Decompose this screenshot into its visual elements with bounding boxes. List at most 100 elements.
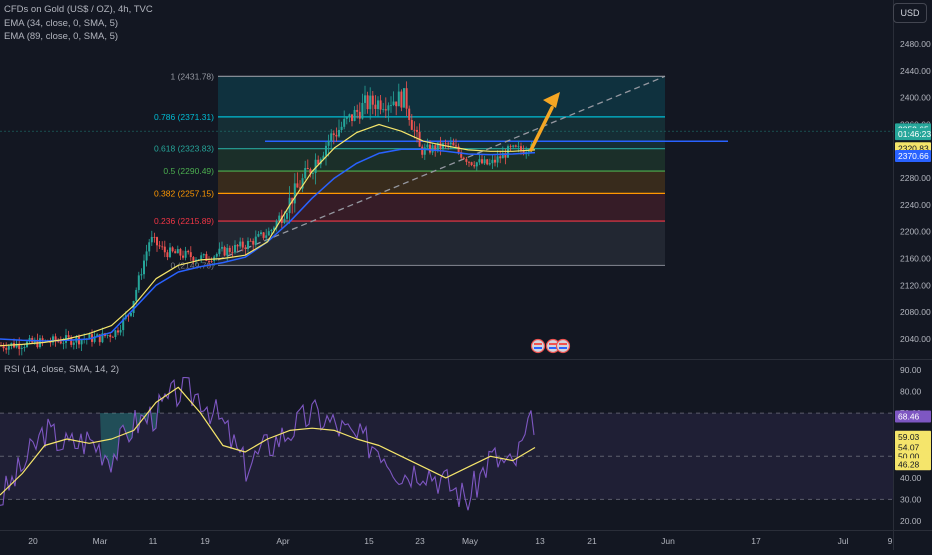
candle-body <box>358 111 361 119</box>
dashed-trend-line <box>217 75 666 261</box>
event-markers <box>530 338 571 354</box>
candle-body <box>221 247 223 249</box>
rsi-label: 46.28 <box>895 458 931 471</box>
candle <box>444 139 447 149</box>
candle <box>439 136 442 156</box>
price-tick-label: 2280.00 <box>900 173 931 183</box>
price-tick-label: 2080.00 <box>900 307 931 317</box>
fib-level-label: 0 (2149.70) <box>171 260 215 270</box>
candle <box>514 144 517 148</box>
candle <box>483 155 486 165</box>
candle-body <box>299 187 301 189</box>
candle-body <box>197 259 200 261</box>
rsi-label-bg <box>895 458 931 471</box>
us-flag-icon <box>555 338 571 354</box>
candle-body <box>522 150 525 155</box>
candle <box>262 232 265 241</box>
candle <box>163 240 166 258</box>
candle <box>512 144 515 149</box>
candle <box>491 155 494 170</box>
candle-body <box>135 289 138 302</box>
candle-body <box>499 156 502 159</box>
rsi-label-text: 59.03 <box>898 432 920 442</box>
candle-body <box>364 95 366 103</box>
candle <box>358 102 361 124</box>
price-tick-label: 2240.00 <box>900 200 931 210</box>
candle-body <box>57 341 60 342</box>
price-label-text: 2370.66 <box>898 151 929 161</box>
candle <box>410 114 413 131</box>
candle-body <box>517 146 520 148</box>
candle-body <box>520 146 522 151</box>
candle-body <box>254 236 257 245</box>
candle <box>517 140 520 153</box>
candle-body <box>54 336 57 342</box>
candle-body <box>423 147 426 155</box>
candle-body <box>70 337 73 345</box>
candle <box>496 150 499 168</box>
price-label: 2370.66 <box>895 149 931 162</box>
candle <box>416 126 418 143</box>
candle-body <box>145 251 148 261</box>
candle <box>460 149 463 160</box>
candle <box>234 240 236 255</box>
candle <box>356 104 359 119</box>
candle-body <box>465 158 468 162</box>
price-tick-label: 2400.00 <box>900 93 931 103</box>
candle <box>23 344 26 352</box>
time-tick-label: 20 <box>28 536 38 546</box>
candle <box>470 161 473 167</box>
candle-body <box>410 120 413 130</box>
arrow-shaft <box>529 105 554 152</box>
candle-body <box>429 144 431 153</box>
candle <box>166 249 169 261</box>
rsi-tick-label: 20.00 <box>900 516 922 526</box>
candle-body <box>226 247 229 256</box>
candle-body <box>93 336 96 342</box>
candle-body <box>270 229 273 232</box>
candle <box>455 138 457 148</box>
candle-body <box>7 345 10 350</box>
candle <box>338 119 340 138</box>
candle <box>210 257 213 263</box>
candle-body <box>296 183 299 188</box>
candle <box>377 96 379 117</box>
candle-body <box>218 248 221 254</box>
fib-zone <box>218 116 665 149</box>
candle-body <box>169 247 171 258</box>
candle-body <box>514 145 517 147</box>
candle <box>293 173 296 213</box>
candle-body <box>462 157 465 159</box>
candle-body <box>351 114 353 121</box>
candle <box>161 241 164 251</box>
candle-body <box>223 247 226 256</box>
candle <box>156 236 158 252</box>
time-tick-label: Jun <box>661 536 675 546</box>
candle-body <box>335 134 338 137</box>
candle <box>169 243 171 259</box>
ema-89-legend: EMA (89, close, 0, SMA, 5) <box>4 31 119 42</box>
candle-body <box>153 236 156 238</box>
candle-body <box>509 146 512 148</box>
flag-stripe <box>559 347 567 349</box>
candle <box>31 335 34 344</box>
candle <box>143 254 145 279</box>
candle <box>332 130 335 145</box>
currency-button[interactable]: USD <box>893 3 927 23</box>
candle <box>158 240 161 250</box>
candle <box>236 244 239 252</box>
candle <box>361 93 364 120</box>
candle <box>174 249 177 254</box>
candle-body <box>353 109 356 121</box>
candle <box>137 271 140 293</box>
candle-body <box>114 330 117 337</box>
price-tick-label: 2160.00 <box>900 254 931 264</box>
candle <box>499 150 502 164</box>
time-tick-label: 21 <box>587 536 597 546</box>
candle <box>254 230 257 248</box>
candle-body <box>395 101 398 107</box>
candle <box>184 246 187 261</box>
candle <box>390 96 392 113</box>
